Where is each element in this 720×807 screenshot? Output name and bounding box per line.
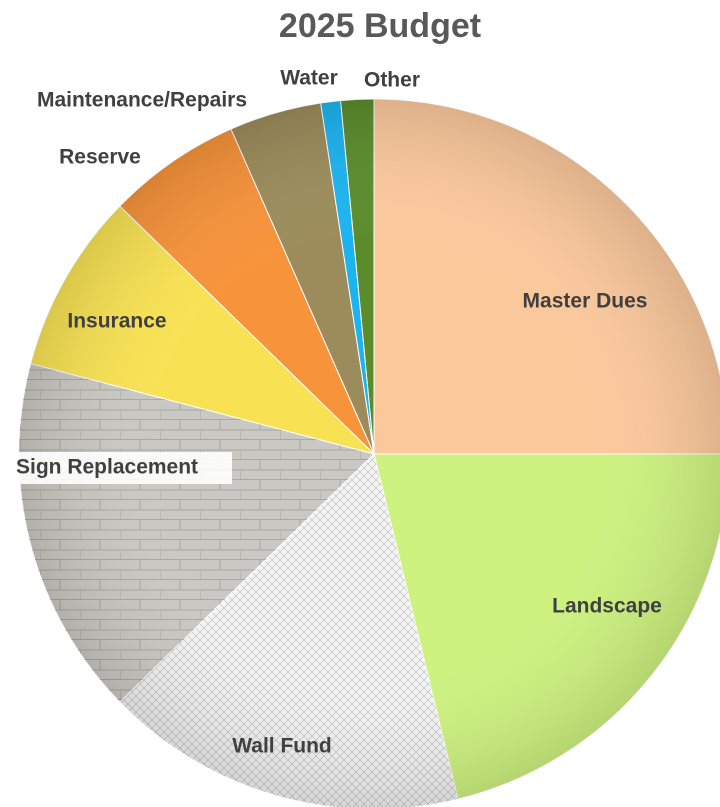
slice-label: Insurance xyxy=(67,310,166,333)
slice-label: Other xyxy=(364,69,420,92)
slice-label: Water xyxy=(280,67,338,90)
slice-label: Maintenance/Repairs xyxy=(37,89,247,112)
slice-label: Reserve xyxy=(59,146,141,169)
slice-label: Master Dues xyxy=(523,290,648,313)
pie-slice xyxy=(374,99,720,454)
slice-label: Landscape xyxy=(552,595,662,618)
slice-label: Wall Fund xyxy=(232,735,332,758)
chart: 2025 Budget Master Dues Landscape Wall Fun… xyxy=(0,0,720,807)
chart-title: 2025 Budget xyxy=(279,7,481,45)
slice-label: Sign Replacement xyxy=(16,456,198,479)
